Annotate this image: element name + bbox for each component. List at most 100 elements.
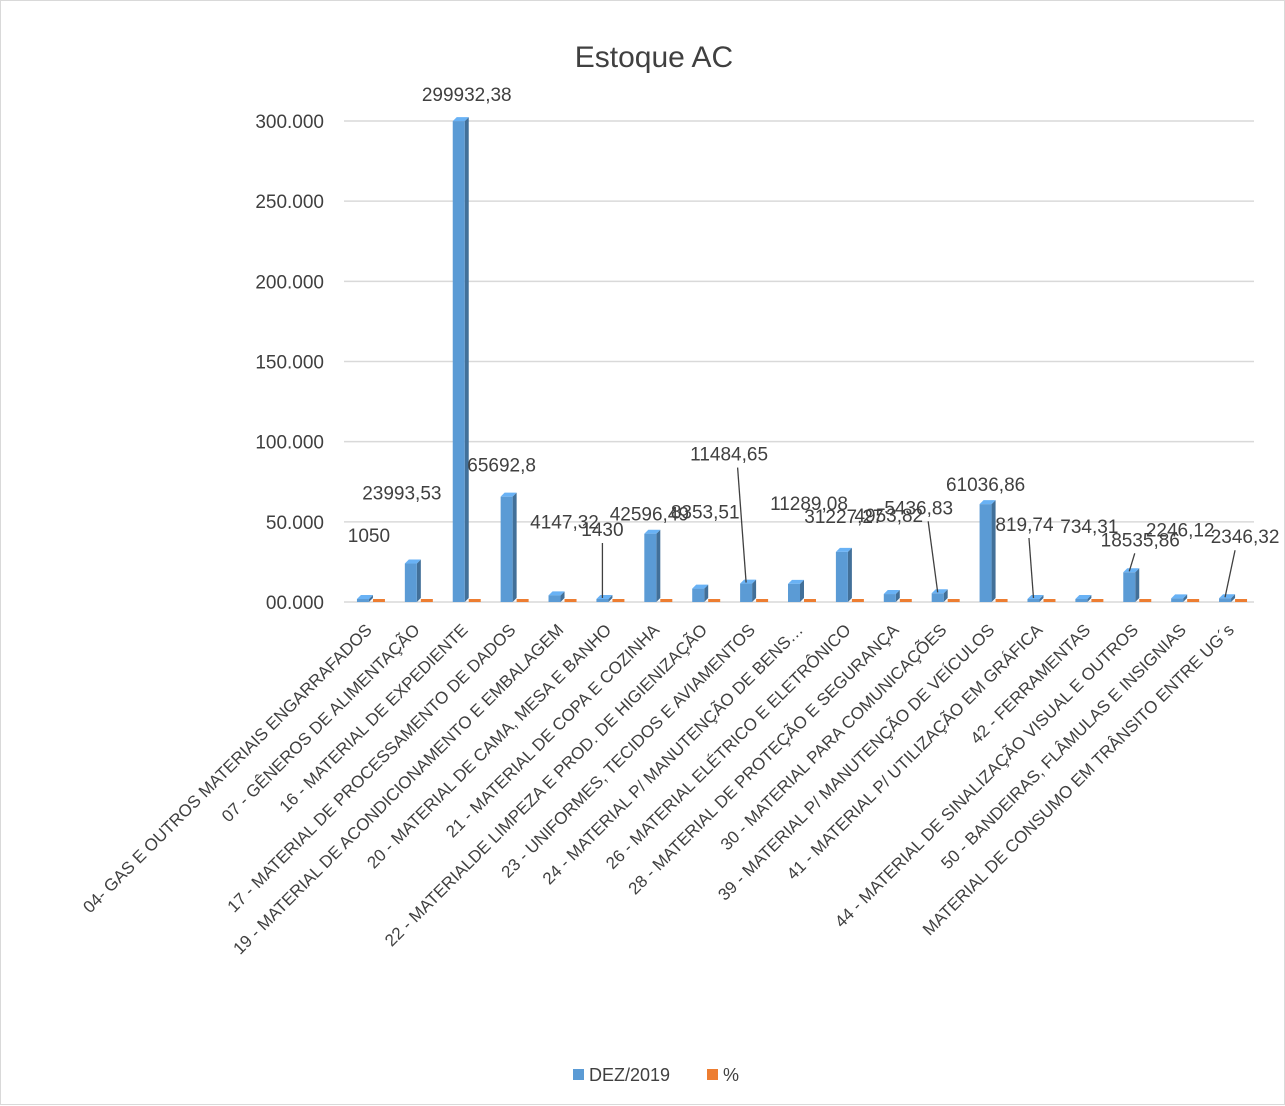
bar-top-dez-2019 — [1075, 595, 1092, 599]
bar-dez-2019 — [835, 551, 848, 602]
y-tick-label: 200.000 — [255, 272, 324, 293]
bar-dez-2019 — [596, 599, 609, 602]
bar-top-dez-2019 — [1171, 594, 1188, 599]
category-label: 19 - MATERIAL DE ACONDICIONAMENTO E EMBA… — [230, 620, 568, 958]
bar-dez-2019 — [644, 533, 657, 602]
bar-side-dez-2019 — [847, 547, 852, 602]
data-label: 734,31 — [1060, 517, 1118, 538]
bar-side-dez-2019 — [704, 584, 709, 602]
data-label: 1430 — [581, 520, 623, 541]
data-labels: 105023993,53299932,3865692,84147,3214304… — [348, 85, 1280, 551]
gridlines — [344, 120, 1254, 603]
data-label: 2246,12 — [1146, 520, 1215, 541]
bar-dez-2019 — [883, 594, 896, 602]
bar-dez-2019 — [500, 496, 513, 602]
bar-dez-2019 — [740, 583, 753, 602]
bar-percent — [804, 599, 816, 602]
bar-side-dez-2019 — [1087, 595, 1092, 602]
bar-top-dez-2019 — [883, 590, 900, 595]
bar-percent — [1187, 599, 1200, 602]
bar-side-dez-2019 — [656, 529, 661, 602]
bar-percent — [851, 599, 864, 602]
data-label: 8353,51 — [671, 503, 740, 524]
data-label: 65692,8 — [467, 456, 536, 477]
y-tick-label: 100.000 — [255, 433, 324, 454]
bar-dez-2019 — [404, 563, 417, 602]
bar-percent — [612, 599, 625, 602]
leader-line — [1128, 553, 1136, 572]
bar-side-dez-2019 — [416, 559, 421, 602]
data-label: 5436,83 — [884, 498, 953, 519]
bar-dez-2019 — [931, 593, 944, 602]
data-label: 11484,65 — [690, 445, 768, 466]
bar-side-dez-2019 — [1039, 595, 1044, 602]
bar-percent — [899, 599, 912, 602]
bar-top-dez-2019 — [835, 547, 852, 552]
bar-percent — [1091, 599, 1104, 602]
legend-label-dez-2019: DEZ/2019 — [589, 1065, 670, 1085]
chart-title: Estoque AC — [575, 41, 733, 74]
leader-line — [1224, 550, 1236, 598]
bar-top-dez-2019 — [548, 591, 565, 596]
data-label: 819,74 — [995, 515, 1054, 536]
bar-side-dez-2019 — [895, 590, 900, 602]
y-tick-label: 50.000 — [266, 513, 324, 534]
legend-swatch-dez-2019 — [573, 1069, 584, 1080]
data-label: 4953,82 — [854, 506, 923, 527]
bar-side-dez-2019 — [608, 595, 613, 602]
bar-top-dez-2019 — [452, 117, 469, 122]
y-tick-label: 00.000 — [266, 593, 324, 614]
bar-top-dez-2019 — [692, 584, 709, 589]
bar-top-dez-2019 — [356, 595, 373, 599]
bar-percent — [516, 599, 529, 602]
bar-percent — [708, 599, 721, 602]
leader-line — [927, 521, 939, 593]
y-tick-label: 300.000 — [255, 112, 324, 133]
bar-percent — [468, 599, 481, 602]
bar-percent — [756, 599, 769, 602]
bar-dez-2019 — [1123, 572, 1136, 602]
bar-side-dez-2019 — [512, 492, 517, 602]
bar-percent — [1235, 599, 1248, 602]
bar-dez-2019 — [356, 599, 369, 602]
leader-line — [736, 467, 747, 583]
bar-side-dez-2019 — [800, 579, 804, 602]
data-label: 4147,32 — [530, 512, 599, 533]
bar-dez-2019 — [548, 595, 561, 602]
bar-side-dez-2019 — [560, 591, 565, 602]
bar-top-dez-2019 — [1123, 568, 1140, 573]
bar-dez-2019 — [788, 583, 800, 602]
bar-top-dez-2019 — [644, 529, 661, 534]
bar-top-dez-2019 — [931, 589, 948, 594]
bar-dez-2019 — [452, 121, 465, 603]
x-axis-categories: 04- GAS E OUTROS MATERIAIS ENGARRAFADOS0… — [79, 620, 1238, 958]
bar-top-dez-2019 — [979, 500, 996, 505]
data-label: 42596,49 — [610, 505, 689, 526]
bar-dez-2019 — [692, 588, 705, 602]
bar-side-dez-2019 — [943, 589, 948, 602]
bar-side-dez-2019 — [1135, 568, 1140, 602]
bar-percent — [420, 599, 433, 602]
bar-top-dez-2019 — [500, 492, 517, 497]
bar-dez-2019 — [1075, 599, 1088, 602]
bar-percent — [995, 599, 1008, 602]
leader-line — [1028, 537, 1035, 599]
bar-percent — [947, 599, 960, 602]
bars — [356, 117, 1248, 603]
bar-top-dez-2019 — [740, 579, 757, 584]
bar-dez-2019 — [1027, 599, 1040, 602]
bar-side-dez-2019 — [1231, 594, 1236, 602]
bar-percent — [660, 599, 673, 602]
bar-side-dez-2019 — [1183, 594, 1188, 602]
bar-side-dez-2019 — [368, 595, 373, 602]
legend-label-percent: % — [723, 1065, 739, 1085]
bar-percent — [564, 599, 577, 602]
data-label: 1050 — [348, 526, 390, 547]
bar-percent — [1139, 599, 1152, 602]
bar-side-dez-2019 — [752, 579, 757, 602]
bar-top-dez-2019 — [1027, 595, 1044, 599]
data-label: 299932,38 — [422, 85, 512, 106]
bar-dez-2019 — [1219, 598, 1232, 602]
bar-top-dez-2019 — [788, 579, 804, 584]
